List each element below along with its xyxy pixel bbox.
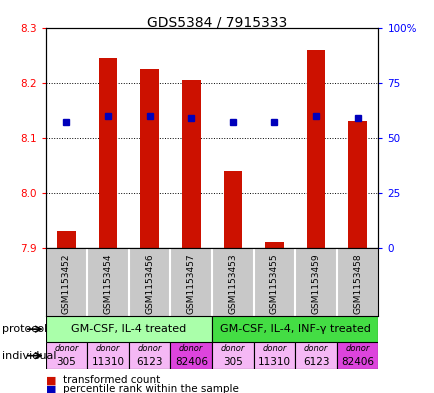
Text: percentile rank within the sample: percentile rank within the sample [63, 384, 238, 393]
Text: 6123: 6123 [302, 357, 329, 367]
Text: GSM1153459: GSM1153459 [311, 253, 320, 314]
Text: GM-CSF, IL-4 treated: GM-CSF, IL-4 treated [71, 324, 186, 334]
Bar [99, 58, 117, 248]
Text: 82406: 82406 [340, 357, 373, 367]
Bar [128, 342, 170, 369]
Text: GSM1153458: GSM1153458 [352, 253, 362, 314]
Bar [264, 242, 283, 248]
Bar [211, 342, 253, 369]
Text: GSM1153457: GSM1153457 [186, 253, 195, 314]
Bar [46, 342, 87, 369]
Text: GSM1153453: GSM1153453 [228, 253, 237, 314]
Text: donor: donor [220, 344, 244, 353]
Text: donor: donor [345, 344, 369, 353]
Text: 11310: 11310 [257, 357, 290, 367]
Text: protocol: protocol [2, 324, 47, 334]
Text: GSM1153456: GSM1153456 [145, 253, 154, 314]
Text: ■: ■ [46, 384, 59, 393]
Bar [211, 316, 378, 342]
Bar [181, 80, 200, 248]
Text: transformed count: transformed count [63, 375, 160, 385]
Text: donor: donor [303, 344, 328, 353]
Bar [46, 316, 211, 342]
Text: donor: donor [137, 344, 161, 353]
Bar [170, 342, 211, 369]
Text: 6123: 6123 [136, 357, 163, 367]
Bar [348, 121, 366, 248]
Text: donor: donor [262, 344, 286, 353]
Text: 11310: 11310 [92, 357, 124, 367]
Bar [57, 231, 76, 248]
Bar [223, 171, 242, 248]
Bar [306, 50, 325, 248]
Text: donor: donor [179, 344, 203, 353]
Text: 82406: 82406 [174, 357, 207, 367]
Bar [140, 69, 159, 248]
Text: GM-CSF, IL-4, INF-γ treated: GM-CSF, IL-4, INF-γ treated [219, 324, 370, 334]
Text: donor: donor [54, 344, 79, 353]
Bar [295, 342, 336, 369]
Bar [336, 342, 378, 369]
Text: individual: individual [2, 351, 56, 361]
Text: ■: ■ [46, 375, 59, 385]
Bar [253, 342, 295, 369]
Text: 305: 305 [56, 357, 76, 367]
Text: donor: donor [95, 344, 120, 353]
Text: GDS5384 / 7915333: GDS5384 / 7915333 [147, 16, 287, 30]
Bar [87, 342, 128, 369]
Text: GSM1153452: GSM1153452 [62, 253, 71, 314]
Text: GSM1153455: GSM1153455 [270, 253, 278, 314]
Text: GSM1153454: GSM1153454 [103, 253, 112, 314]
Text: 305: 305 [223, 357, 242, 367]
